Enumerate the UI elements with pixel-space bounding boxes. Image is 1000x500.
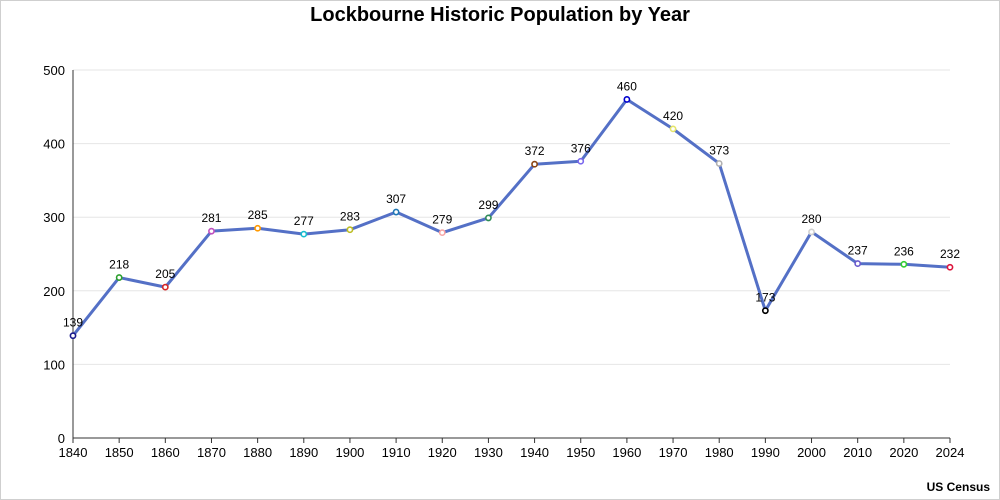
data-point — [438, 229, 446, 237]
data-label: 277 — [294, 214, 314, 228]
x-tick-label: 1940 — [520, 445, 549, 460]
x-tick-label: 2024 — [936, 445, 965, 460]
x-tick-label: 1920 — [428, 445, 457, 460]
data-label: 281 — [201, 211, 221, 225]
data-point — [808, 228, 815, 236]
data-point — [761, 307, 769, 315]
data-label: 299 — [478, 198, 498, 212]
x-tick-label: 1880 — [243, 445, 272, 460]
data-label: 307 — [386, 192, 406, 206]
data-point — [531, 160, 538, 168]
y-tick-label: 400 — [43, 137, 65, 152]
x-tick-label: 2020 — [889, 445, 918, 460]
x-tick-label: 1840 — [59, 445, 88, 460]
data-point — [485, 214, 492, 222]
label-layer: 139 218 205 281 285 277 283 307 279 299 372 376 460 4… — [63, 79, 960, 329]
grid-layer — [73, 69, 950, 365]
x-tick-label: 2000 — [797, 445, 826, 460]
y-tick-label: 300 — [43, 210, 65, 225]
x-tick-label: 1950 — [566, 445, 595, 460]
data-label: 372 — [525, 144, 545, 158]
data-point — [115, 274, 123, 281]
data-point — [577, 157, 585, 165]
data-point — [208, 227, 215, 235]
data-label: 373 — [709, 143, 729, 157]
data-point — [623, 96, 631, 103]
y-tick-label: 200 — [43, 284, 65, 299]
data-label: 280 — [802, 212, 822, 226]
x-tick-label: 1910 — [382, 445, 411, 460]
y-tick-label: 0 — [58, 431, 65, 446]
data-point — [946, 263, 954, 271]
x-tick-label: 1990 — [751, 445, 780, 460]
data-point — [669, 125, 677, 133]
axis-layer: 0 100 200 300 400 500 1840 1850 1860 1870 1880 1890… — [43, 63, 964, 460]
data-label: 139 — [63, 316, 83, 330]
data-point — [254, 224, 262, 232]
y-tick-label: 500 — [43, 63, 65, 78]
data-label: 237 — [848, 244, 868, 258]
series-line — [71, 97, 952, 338]
data-point — [854, 260, 862, 267]
data-point — [900, 260, 908, 268]
y-tick-label: 100 — [43, 357, 65, 372]
x-tick-label: 1870 — [197, 445, 226, 460]
x-tick-label: 2010 — [843, 445, 872, 460]
data-label: 205 — [155, 267, 175, 281]
x-tick-label: 1850 — [105, 445, 134, 460]
data-label: 376 — [571, 141, 591, 155]
data-point — [161, 283, 169, 291]
source-note: US Census — [926, 480, 990, 494]
data-label: 173 — [755, 291, 775, 305]
data-label: 236 — [894, 244, 914, 258]
data-point — [392, 208, 400, 216]
x-tick-label: 1930 — [474, 445, 503, 460]
x-tick-label: 1980 — [705, 445, 734, 460]
data-label: 232 — [940, 247, 960, 261]
data-point — [346, 226, 354, 234]
x-tick-label: 1890 — [289, 445, 318, 460]
data-label: 279 — [432, 213, 452, 227]
data-label: 420 — [663, 109, 683, 123]
data-point — [300, 230, 308, 238]
data-label: 460 — [617, 79, 637, 93]
data-label: 218 — [109, 258, 129, 272]
x-tick-label: 1900 — [335, 445, 364, 460]
data-label: 285 — [248, 208, 268, 222]
point-layer — [69, 96, 954, 340]
data-label: 283 — [340, 210, 360, 224]
chart-title: Lockbourne Historic Population by Year — [310, 4, 690, 26]
x-tick-label: 1970 — [659, 445, 688, 460]
data-point — [69, 332, 77, 340]
line-layer — [71, 97, 952, 338]
x-tick-label: 1960 — [612, 445, 641, 460]
x-tick-label: 1860 — [151, 445, 180, 460]
data-point — [715, 160, 723, 167]
